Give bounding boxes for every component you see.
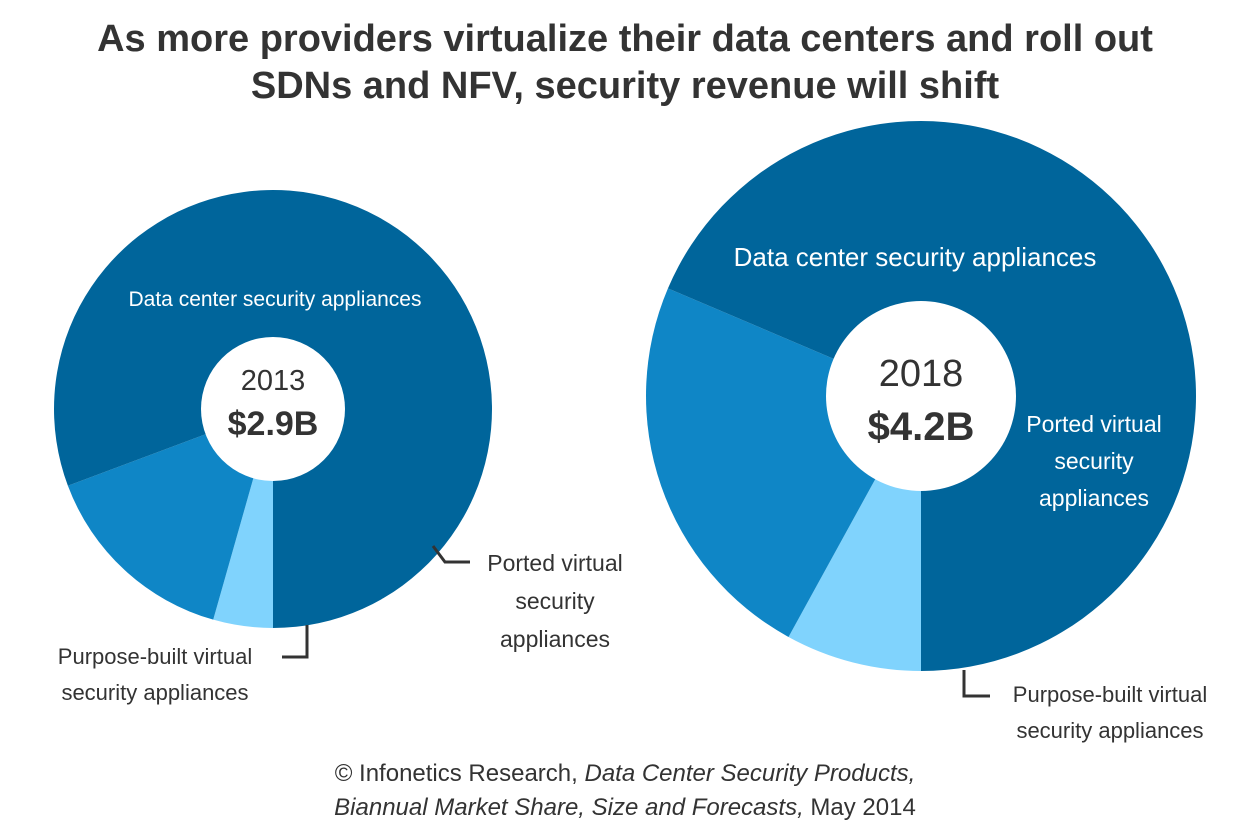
source-citation: © Infonetics Research, Data Center Secur…: [0, 757, 1250, 825]
chart-title: As more providers virtualize their data …: [0, 16, 1250, 110]
pie-chart-2018: 2018 $4.2B Data center security appliances…: [646, 121, 1207, 743]
slice-label-ported-2018-line-1: Ported virtual: [1026, 411, 1162, 437]
source-report-title-2: Biannual Market Share, Size and Forecast…: [334, 794, 804, 821]
source-line-1: © Infonetics Research, Data Center Secur…: [0, 757, 1250, 791]
slice-label-data-center-2018-line-1: Data center security appliances: [734, 242, 1097, 272]
slice-label-ported-2018-line-3: appliances: [1039, 485, 1149, 511]
slice-label-ported-2013-line-3: appliances: [500, 626, 610, 652]
total-value-2018: $4.2B: [868, 405, 975, 449]
slice-label-purpose-built-2018: Purpose-built virtual security appliances: [1013, 682, 1207, 743]
slice-label-purpose-built-2018-line-1: Purpose-built virtual: [1013, 682, 1207, 707]
slice-label-ported-2018-line-2: security: [1054, 448, 1134, 474]
slice-label-data-center-2013-line-1: Data center security appliances: [129, 288, 422, 311]
slice-label-ported-2013: Ported virtual security appliances: [487, 550, 623, 652]
source-prefix: © Infonetics Research,: [334, 760, 585, 787]
slice-label-data-center-2013: Data center security appliances: [129, 288, 422, 311]
leader-line-purpose-built-2018: [962, 670, 990, 698]
slice-label-purpose-built-2013: Purpose-built virtual security appliances: [58, 644, 252, 705]
donut-hole-2013: [201, 337, 345, 481]
year-label-2013: 2013: [241, 365, 306, 397]
leader-line-purpose-built-2013: [282, 625, 309, 659]
pie-chart-2013: 2013 $2.9B Data center security appliances…: [54, 189, 623, 705]
slice-ported-2013: [67, 409, 274, 620]
source-date: May 2014: [803, 794, 916, 821]
year-label-2018: 2018: [879, 353, 964, 395]
donut-hole-2018: [826, 301, 1016, 491]
total-value-2013: $2.9B: [228, 405, 319, 443]
source-line-2: Biannual Market Share, Size and Forecast…: [0, 791, 1250, 825]
slice-label-ported-2013-line-2: security: [515, 588, 595, 614]
source-report-title-1: Data Center Security Products,: [584, 760, 916, 787]
leader-line-ported-2013: [431, 545, 470, 564]
slice-label-purpose-built-2018-line-2: security appliances: [1016, 718, 1203, 743]
slice-label-purpose-built-2013-line-2: security appliances: [61, 680, 248, 705]
slice-label-data-center-2018: Data center security appliances: [734, 242, 1097, 272]
chart-title-line-2: SDNs and NFV, security revenue will shif…: [250, 65, 1000, 107]
chart-title-line-1: As more providers virtualize their data …: [97, 18, 1153, 60]
slice-label-purpose-built-2013-line-1: Purpose-built virtual: [58, 644, 252, 669]
slice-label-ported-2013-line-1: Ported virtual: [487, 550, 623, 576]
slice-label-ported-2018: Ported virtual security appliances: [1026, 411, 1162, 511]
